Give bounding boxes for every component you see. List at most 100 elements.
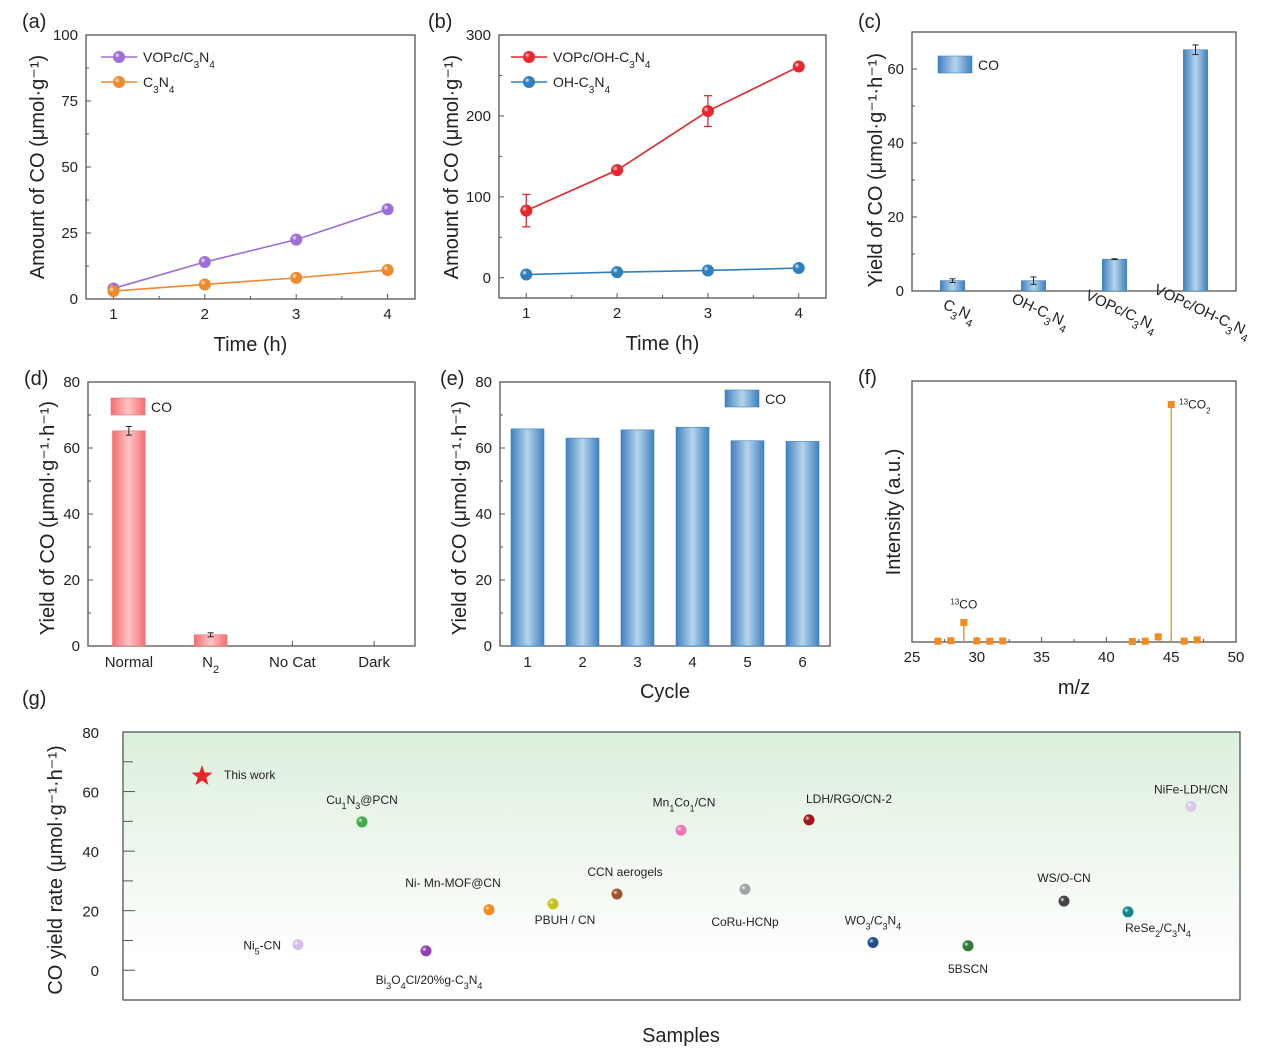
panel-label: (a): [22, 11, 46, 33]
y-axis-label: Amount of CO (μmol·g⁻¹): [27, 55, 49, 279]
data-point-highlight: [198, 256, 211, 269]
legend-label: CO: [151, 399, 172, 415]
sample-point: This work: [191, 765, 276, 785]
x-tick-label: 2: [201, 306, 209, 323]
y-tick-label: 200: [466, 108, 491, 125]
data-point-highlight: [523, 51, 535, 63]
x-tick-label: C3N4: [938, 296, 978, 330]
y-axis-label: Amount of CO (μmol·g⁻¹): [441, 55, 463, 279]
x-tick-label: VOPc/C3N4: [1081, 287, 1160, 340]
data-point-highlight: [803, 814, 815, 826]
sample-label: WS/O-CN: [1037, 871, 1090, 885]
data-point-highlight: [867, 937, 879, 949]
legend-swatch: [724, 389, 760, 408]
x-axis-label: m/z: [1058, 677, 1090, 699]
x-tick-label: N2: [202, 654, 219, 676]
y-tick-label: 40: [63, 506, 80, 523]
bar: [112, 430, 146, 647]
data-point-highlight: [1058, 895, 1070, 907]
stem-marker: [1141, 637, 1149, 645]
data-point-highlight: [523, 76, 535, 88]
sample-label: 5BSCN: [948, 962, 988, 976]
plot-frame: [85, 34, 416, 300]
legend-label: VOPc/C3N4: [143, 49, 215, 71]
sample-label: LDH/RGO/CN-2: [806, 792, 892, 806]
data-point-highlight: [113, 76, 125, 88]
bar: [565, 437, 600, 647]
y-tick-label: 0: [484, 638, 492, 655]
y-tick-label: 80: [63, 374, 80, 391]
data-point-highlight: [611, 266, 624, 279]
sample-label: PBUH / CN: [535, 913, 596, 927]
sample-label: Bi3O4Cl/20%g-C3N4: [376, 973, 483, 991]
x-tick-label: Dark: [358, 654, 390, 671]
sample-point: 5BSCN: [948, 940, 988, 976]
data-point-highlight: [290, 233, 303, 246]
peak-annotation: 13CO: [950, 597, 977, 612]
sample-point: Cu1N3@PCN: [326, 793, 398, 828]
sample-label: Ni5-CN: [243, 939, 281, 957]
series-line: [525, 65, 800, 212]
bar: [1102, 258, 1127, 292]
y-tick-label: 60: [887, 61, 904, 78]
x-axis-label: Time (h): [626, 333, 700, 355]
data-point-highlight: [739, 883, 751, 895]
plot-frame: [911, 31, 1237, 292]
sample-point: WO3/C3N4: [845, 914, 901, 949]
sample-point: ReSe2/C3N4: [1122, 906, 1191, 939]
bar: [785, 441, 820, 647]
x-tick-label: 3: [292, 306, 300, 323]
data-point-highlight: [483, 904, 495, 916]
x-tick-label: 3: [633, 654, 641, 671]
y-tick-label: 25: [61, 225, 78, 242]
sample-label: Mn1Co1/CN: [653, 795, 716, 813]
bar: [510, 428, 545, 647]
panel-label: (c): [858, 11, 881, 33]
stem-marker: [986, 637, 994, 645]
sample-label: ReSe2/C3N4: [1125, 921, 1191, 939]
y-tick-label: 0: [91, 963, 99, 980]
stem-marker: [1193, 636, 1201, 644]
data-point-highlight: [792, 262, 805, 275]
x-axis-label: Cycle: [640, 681, 690, 703]
sample-label: NiFe-LDH/CN: [1154, 782, 1228, 796]
legend-label: C3N4: [143, 74, 175, 96]
data-point-highlight: [381, 203, 394, 216]
x-tick-label: 2: [578, 654, 586, 671]
x-axis-label: Samples: [642, 1025, 720, 1047]
data-point-highlight: [701, 264, 714, 277]
series-0: [520, 60, 805, 228]
stem-marker: [934, 637, 942, 645]
stem-marker: [973, 637, 981, 645]
plot-frame: [499, 381, 831, 647]
bar: [675, 426, 710, 647]
data-point-highlight: [420, 945, 432, 957]
x-tick-label: 40: [1098, 649, 1115, 666]
y-tick-label: 100: [466, 189, 491, 206]
x-tick-label: 1: [523, 654, 531, 671]
sample-point: Ni5-CN: [243, 939, 304, 957]
sample-point: NiFe-LDH/CN: [1154, 782, 1228, 812]
x-tick-label: No Cat: [269, 654, 317, 671]
star-marker: [191, 765, 213, 785]
y-tick-label: 300: [466, 27, 491, 44]
y-axis-label: CO yield rate (μmol·g⁻¹·h⁻¹): [45, 745, 67, 994]
y-tick-label: 0: [483, 270, 491, 287]
data-point-highlight: [1122, 906, 1134, 918]
y-tick-label: 80: [475, 374, 492, 391]
data-point-highlight: [290, 271, 303, 284]
y-tick-label: 40: [475, 506, 492, 523]
y-tick-label: 40: [887, 135, 904, 152]
sample-point: Mn1Co1/CN: [653, 795, 716, 836]
y-tick-label: 60: [63, 440, 80, 457]
y-axis-label: Intensity (a.u.): [883, 449, 905, 576]
legend-swatch: [937, 55, 973, 74]
x-tick-label: 3: [704, 305, 712, 322]
y-tick-label: 20: [475, 572, 492, 589]
data-point-highlight: [292, 939, 304, 951]
data-point-highlight: [356, 816, 368, 828]
y-tick-label: 75: [61, 93, 78, 110]
plot-background: [123, 732, 1240, 1000]
x-tick-label: 4: [795, 305, 803, 322]
x-tick-label: 25: [904, 649, 921, 666]
